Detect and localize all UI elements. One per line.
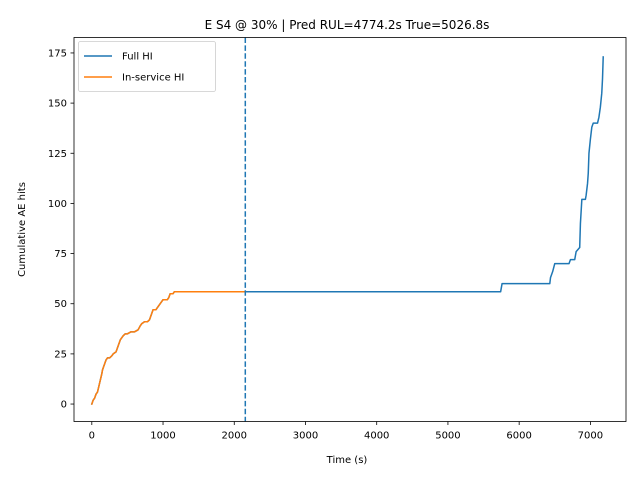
- y-tick-label: 75: [54, 249, 67, 260]
- y-tick-label: 50: [54, 299, 67, 310]
- legend-frame: [78, 41, 216, 92]
- x-axis: 0 1000 2000 3000 4000 5000 6000 7000: [89, 421, 603, 442]
- x-tick-label: 4000: [364, 431, 389, 442]
- legend-label-full-hi: Full HI: [122, 52, 153, 63]
- plot-frame: [73, 37, 627, 422]
- legend: Full HI In-service HI: [78, 41, 216, 92]
- x-tick-label: 0: [89, 431, 95, 442]
- series-layer: [90, 56, 604, 406]
- plot-area: [73, 37, 627, 422]
- x-tick-label: 7000: [578, 431, 603, 442]
- chart-title: E S4 @ 30% | Pred RUL=4774.2s True=5026.…: [205, 18, 490, 32]
- x-tick-label: 3000: [293, 431, 318, 442]
- x-tick-label: 1000: [150, 431, 175, 442]
- y-tick-label: 125: [48, 149, 67, 160]
- y-tick-label: 0: [61, 400, 67, 411]
- y-axis: 0 25 50 75 100 125 150 175: [48, 48, 74, 411]
- y-axis-title: Cumulative AE hits: [17, 182, 28, 277]
- y-tick-label: 25: [54, 349, 67, 360]
- x-tick-label: 2000: [222, 431, 247, 442]
- y-tick-label: 175: [48, 48, 67, 59]
- x-tick-label: 5000: [435, 431, 460, 442]
- x-axis-title: Time (s): [326, 455, 368, 466]
- y-tick-label: 100: [48, 199, 67, 210]
- legend-label-in-service-hi: In-service HI: [122, 73, 184, 84]
- y-tick-label: 150: [48, 99, 67, 110]
- x-tick-label: 6000: [506, 431, 531, 442]
- series-line-in-service-hi: [90, 290, 247, 406]
